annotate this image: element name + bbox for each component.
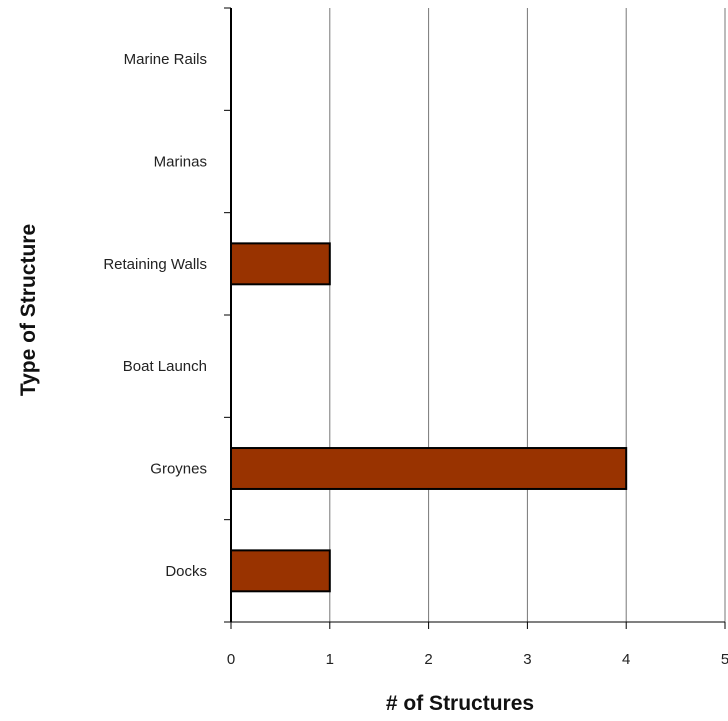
y-tick-label: Docks [165,563,207,580]
x-tick-label: 0 [227,651,235,668]
y-tick-label: Marinas [154,154,207,171]
y-axis-title: Type of Structure [17,224,40,396]
bar-retaining-walls [230,242,331,286]
x-tick-label: 5 [721,651,728,668]
y-tick-labels: Docks Groynes Boat Launch Retaining Walls Ma… [103,51,207,580]
axes [224,7,726,629]
x-tick-labels: 0 1 2 3 4 5 [227,651,728,668]
x-tick-label: 1 [326,651,334,668]
x-tick-label: 3 [523,651,531,668]
y-tick-label: Groynes [150,461,207,478]
x-tick-label: 4 [622,651,630,668]
bar-groynes [230,447,628,490]
x-axis-title: # of Structures [386,692,534,715]
y-tick-label: Retaining Walls [103,256,207,273]
gridlines [329,8,726,622]
y-tick-label: Marine Rails [124,51,207,68]
y-tick-label: Boat Launch [123,358,207,375]
x-tick-label: 2 [424,651,432,668]
bar-docks [230,549,331,593]
